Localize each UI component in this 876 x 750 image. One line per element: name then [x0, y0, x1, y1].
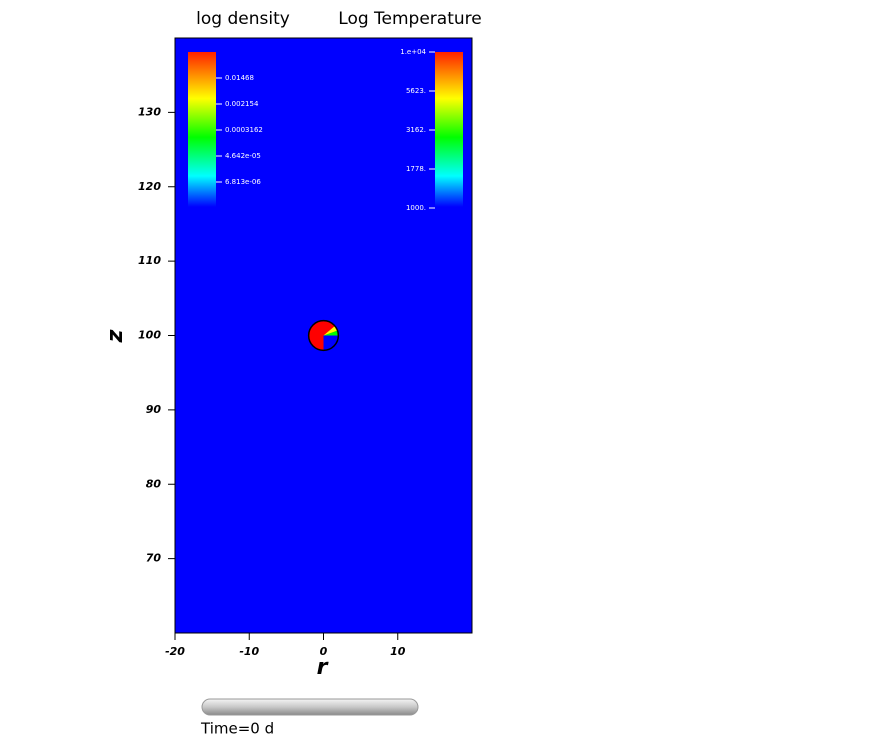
colorbar-label: 6.813e-06 — [225, 178, 261, 186]
y-tick-label: 80 — [146, 477, 162, 490]
colorbar-label: 5623. — [406, 87, 426, 95]
colorbar-label: 4.642e-05 — [225, 152, 261, 160]
y-tick-label: 90 — [146, 403, 162, 416]
object-outline — [307, 319, 340, 352]
y-tick-label: 120 — [138, 180, 161, 193]
x-axis-label: r — [317, 655, 329, 680]
y-tick-label: 130 — [138, 105, 161, 118]
colorbar — [188, 52, 216, 207]
colorbar-label: 1.e+04 — [400, 48, 426, 56]
colorbar-label: 0.0003162 — [225, 126, 263, 134]
y-tick-label: 70 — [146, 552, 162, 565]
colorbar — [435, 52, 463, 207]
title: Log Temperature — [338, 9, 481, 29]
y-axis-label: z — [103, 329, 128, 343]
colorbar-label: 3162. — [406, 126, 426, 134]
x-tick-label: -10 — [239, 645, 259, 658]
x-tick-label: 10 — [390, 645, 406, 658]
colorbar-label: 0.002154 — [225, 100, 259, 108]
colorbar-label: 0.01468 — [225, 74, 254, 82]
x-tick-label: 0 — [320, 645, 328, 658]
object-sector — [323, 330, 339, 336]
title: log density — [196, 9, 290, 29]
x-tick-label: -20 — [165, 645, 185, 658]
y-tick-label: 100 — [138, 329, 161, 342]
object-sector — [323, 335, 339, 351]
colorbar-label: 1000. — [406, 204, 426, 212]
y-tick-label: 110 — [138, 254, 161, 267]
time-label: Time=0 d — [200, 720, 274, 738]
colorbar-label: 1778. — [406, 165, 426, 173]
object-sector — [323, 325, 338, 336]
object — [307, 319, 340, 352]
time-slider[interactable] — [201, 698, 419, 716]
